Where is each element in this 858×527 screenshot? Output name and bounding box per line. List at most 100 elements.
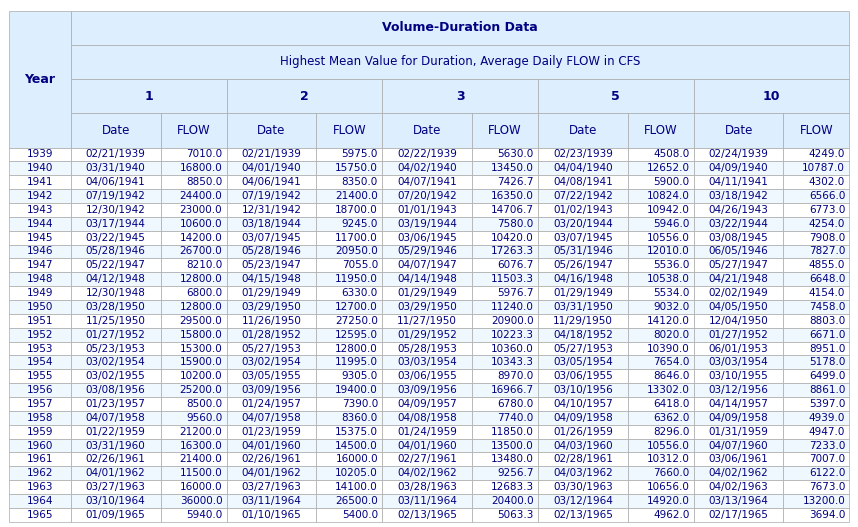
Bar — [317, 217, 383, 231]
Text: 05/28/1946: 05/28/1946 — [86, 247, 146, 257]
Bar — [317, 245, 383, 258]
Bar — [71, 45, 849, 79]
Bar — [160, 397, 227, 411]
Bar — [472, 286, 538, 300]
Bar — [538, 217, 628, 231]
Bar — [71, 341, 160, 355]
Text: 5178.0: 5178.0 — [809, 357, 845, 367]
Bar — [694, 480, 783, 494]
Bar — [783, 231, 849, 245]
Text: 13450.0: 13450.0 — [491, 163, 534, 173]
Bar — [9, 231, 71, 245]
Text: 04/07/1958: 04/07/1958 — [86, 413, 146, 423]
Bar — [783, 411, 849, 425]
Bar — [628, 286, 694, 300]
Text: 11/26/1950: 11/26/1950 — [241, 316, 301, 326]
Text: 01/22/1959: 01/22/1959 — [86, 427, 146, 437]
Text: 01/26/1959: 01/26/1959 — [553, 427, 613, 437]
Text: 02/13/1965: 02/13/1965 — [553, 510, 613, 520]
Text: 1947: 1947 — [27, 260, 53, 270]
Bar — [694, 113, 783, 148]
Bar — [160, 355, 227, 369]
Text: 1962: 1962 — [27, 468, 53, 478]
Text: 03/18/1942: 03/18/1942 — [709, 191, 769, 201]
Text: 1944: 1944 — [27, 219, 53, 229]
Bar — [160, 300, 227, 314]
Text: 7458.0: 7458.0 — [809, 302, 845, 312]
Bar — [628, 231, 694, 245]
Bar — [694, 453, 783, 466]
Bar — [628, 175, 694, 189]
Text: 01/27/1952: 01/27/1952 — [709, 330, 769, 339]
Text: 7654.0: 7654.0 — [653, 357, 690, 367]
Text: 01/29/1952: 01/29/1952 — [397, 330, 457, 339]
Bar — [383, 113, 472, 148]
Text: 21400.0: 21400.0 — [335, 191, 378, 201]
Bar — [9, 258, 71, 272]
Text: 07/20/1942: 07/20/1942 — [397, 191, 457, 201]
Text: 05/31/1946: 05/31/1946 — [553, 247, 613, 257]
Bar — [383, 79, 538, 113]
Bar — [71, 11, 849, 45]
Text: 6499.0: 6499.0 — [809, 371, 845, 381]
Text: 02/21/1939: 02/21/1939 — [241, 150, 301, 160]
Text: 03/05/1955: 03/05/1955 — [242, 371, 301, 381]
Bar — [694, 355, 783, 369]
Bar — [383, 355, 472, 369]
Bar — [472, 258, 538, 272]
Bar — [694, 286, 783, 300]
Text: 03/13/1964: 03/13/1964 — [709, 496, 769, 506]
Text: 7007.0: 7007.0 — [809, 454, 845, 464]
Text: 2: 2 — [300, 90, 309, 103]
Text: 16000.0: 16000.0 — [335, 454, 378, 464]
Text: 10360.0: 10360.0 — [491, 344, 534, 354]
Bar — [538, 314, 628, 328]
Bar — [694, 438, 783, 453]
Bar — [783, 355, 849, 369]
Text: 15750.0: 15750.0 — [335, 163, 378, 173]
Text: 10824.0: 10824.0 — [647, 191, 690, 201]
Bar — [383, 148, 472, 161]
Bar — [227, 286, 317, 300]
Text: 04/02/1962: 04/02/1962 — [397, 468, 457, 478]
Text: 10343.3: 10343.3 — [491, 357, 534, 367]
Text: 04/26/1943: 04/26/1943 — [709, 205, 769, 215]
Text: 6566.0: 6566.0 — [809, 191, 845, 201]
Bar — [628, 328, 694, 341]
Text: 13500.0: 13500.0 — [491, 441, 534, 451]
Text: Year: Year — [24, 73, 55, 85]
Bar — [71, 508, 160, 522]
Bar — [783, 438, 849, 453]
Text: 9560.0: 9560.0 — [186, 413, 222, 423]
Bar — [71, 203, 160, 217]
Text: FLOW: FLOW — [177, 124, 210, 137]
Text: 10390.0: 10390.0 — [647, 344, 690, 354]
Bar — [160, 113, 227, 148]
Bar — [538, 113, 628, 148]
Bar — [227, 231, 317, 245]
Bar — [694, 494, 783, 508]
Bar — [227, 494, 317, 508]
Text: 02/26/1961: 02/26/1961 — [241, 454, 301, 464]
Bar — [71, 113, 160, 148]
Text: 5397.0: 5397.0 — [809, 399, 845, 409]
Bar — [9, 161, 71, 175]
Bar — [160, 494, 227, 508]
Text: 5976.7: 5976.7 — [497, 288, 534, 298]
Text: 1939: 1939 — [27, 150, 53, 160]
Text: 02/21/1939: 02/21/1939 — [86, 150, 146, 160]
Bar — [383, 272, 472, 286]
Bar — [628, 217, 694, 231]
Text: 10600.0: 10600.0 — [179, 219, 222, 229]
Text: 9245.0: 9245.0 — [341, 219, 378, 229]
Bar — [472, 438, 538, 453]
Text: 1946: 1946 — [27, 247, 53, 257]
Bar — [160, 189, 227, 203]
Text: 6122.0: 6122.0 — [809, 468, 845, 478]
Bar — [317, 383, 383, 397]
Text: 7010.0: 7010.0 — [186, 150, 222, 160]
Text: 03/18/1944: 03/18/1944 — [241, 219, 301, 229]
Bar — [472, 494, 538, 508]
Text: 02/24/1939: 02/24/1939 — [709, 150, 769, 160]
Text: 6330.0: 6330.0 — [341, 288, 378, 298]
